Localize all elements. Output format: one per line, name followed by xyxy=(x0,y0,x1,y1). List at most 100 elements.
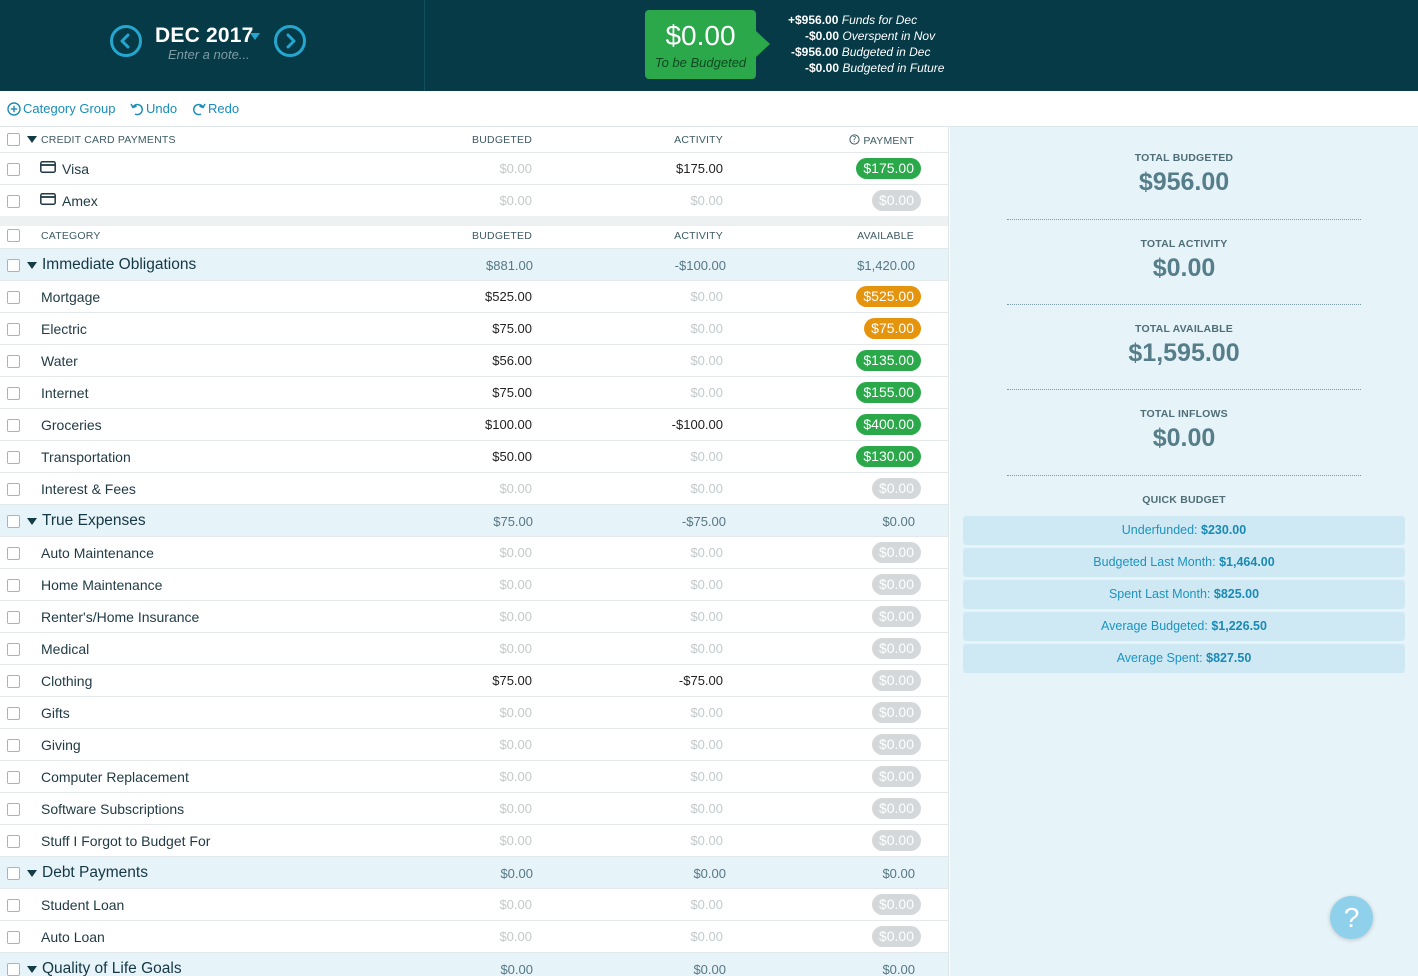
budgeted-value[interactable]: $75.00 xyxy=(492,385,532,400)
available-pill[interactable]: $0.00 xyxy=(871,734,921,755)
table-row[interactable]: Mortgage $525.00 $0.00 $525.00 xyxy=(0,281,948,313)
budgeted-value[interactable]: $75.00 xyxy=(492,321,532,336)
table-row[interactable]: Medical $0.00 $0.00 $0.00 xyxy=(0,633,948,665)
available-pill[interactable]: $0.00 xyxy=(871,542,921,563)
category-name[interactable]: Giving xyxy=(41,737,81,753)
row-checkbox[interactable] xyxy=(7,835,20,848)
table-row[interactable]: Auto Maintenance $0.00 $0.00 $0.00 xyxy=(0,537,948,569)
category-name[interactable]: Amex xyxy=(62,193,98,209)
table-row[interactable]: Amex $0.00 $0.00 $0.00 xyxy=(0,185,948,216)
undo-button[interactable]: Undo xyxy=(130,101,177,116)
available-pill[interactable]: $155.00 xyxy=(856,382,921,403)
budgeted-value[interactable]: $0.00 xyxy=(499,737,532,752)
row-checkbox[interactable] xyxy=(7,291,20,304)
next-month-button[interactable] xyxy=(274,25,306,57)
available-pill[interactable]: $0.00 xyxy=(871,702,921,723)
available-pill[interactable]: $0.00 xyxy=(871,670,921,691)
category-name[interactable]: Visa xyxy=(62,161,89,177)
row-checkbox[interactable] xyxy=(7,579,20,592)
activity-value[interactable]: $0.00 xyxy=(690,801,723,816)
table-row[interactable]: Giving $0.00 $0.00 $0.00 xyxy=(0,729,948,761)
activity-value[interactable]: $0.00 xyxy=(690,545,723,560)
available-pill[interactable]: $400.00 xyxy=(856,414,921,435)
collapse-caret-icon[interactable] xyxy=(27,262,37,269)
budgeted-value[interactable]: $0.00 xyxy=(499,545,532,560)
quick-budget-average-spent-button[interactable]: Average Spent: $827.50 xyxy=(963,644,1405,673)
row-checkbox[interactable] xyxy=(7,451,20,464)
activity-value[interactable]: $0.00 xyxy=(690,705,723,720)
budgeted-value[interactable]: $0.00 xyxy=(499,705,532,720)
select-all-credit-cards-checkbox[interactable] xyxy=(7,133,20,146)
activity-value[interactable]: $0.00 xyxy=(690,449,723,464)
available-pill[interactable]: $0.00 xyxy=(871,926,921,947)
budgeted-value[interactable]: $0.00 xyxy=(499,897,532,912)
quick-budget-budgeted-last-month-button[interactable]: Budgeted Last Month: $1,464.00 xyxy=(963,548,1405,577)
budgeted-value[interactable]: $50.00 xyxy=(492,449,532,464)
activity-value[interactable]: $0.00 xyxy=(690,353,723,368)
activity-value[interactable]: $0.00 xyxy=(690,321,723,336)
category-group-row[interactable]: True Expenses $75.00 -$75.00 $0.00 xyxy=(0,505,948,537)
budgeted-value[interactable]: $0.00 xyxy=(499,609,532,624)
activity-value[interactable]: $0.00 xyxy=(690,929,723,944)
activity-value[interactable]: $0.00 xyxy=(690,833,723,848)
budgeted-value[interactable]: $75.00 xyxy=(492,673,532,688)
select-all-categories-checkbox[interactable] xyxy=(7,229,20,242)
table-row[interactable]: Water $56.00 $0.00 $135.00 xyxy=(0,345,948,377)
category-name[interactable]: Gifts xyxy=(41,705,70,721)
activity-value[interactable]: $0.00 xyxy=(690,737,723,752)
available-pill[interactable]: $0.00 xyxy=(871,798,921,819)
table-row[interactable]: Renter's/Home Insurance $0.00 $0.00 $0.00 xyxy=(0,601,948,633)
quick-budget-average-budgeted-button[interactable]: Average Budgeted: $1,226.50 xyxy=(963,612,1405,641)
category-name[interactable]: Interest & Fees xyxy=(41,481,136,497)
row-checkbox[interactable] xyxy=(7,195,20,208)
budgeted-value[interactable]: $0.00 xyxy=(499,801,532,816)
available-pill[interactable]: $0.00 xyxy=(871,574,921,595)
table-row[interactable]: Transportation $50.00 $0.00 $130.00 xyxy=(0,441,948,473)
row-checkbox[interactable] xyxy=(7,867,20,880)
activity-value[interactable]: $0.00 xyxy=(690,289,723,304)
budgeted-value[interactable]: $525.00 xyxy=(485,289,532,304)
available-pill[interactable]: $525.00 xyxy=(856,286,921,307)
row-checkbox[interactable] xyxy=(7,387,20,400)
available-pill[interactable]: $0.00 xyxy=(871,830,921,851)
category-group-name[interactable]: Immediate Obligations xyxy=(42,256,197,273)
table-row[interactable]: Auto Loan $0.00 $0.00 $0.00 xyxy=(0,921,948,953)
quick-budget-spent-last-month-button[interactable]: Spent Last Month: $825.00 xyxy=(963,580,1405,609)
row-checkbox[interactable] xyxy=(7,259,20,272)
table-row[interactable]: Clothing $75.00 -$75.00 $0.00 xyxy=(0,665,948,697)
table-row[interactable]: Stuff I Forgot to Budget For $0.00 $0.00 $0… xyxy=(0,825,948,857)
activity-value[interactable]: $0.00 xyxy=(690,609,723,624)
available-pill[interactable]: $0.00 xyxy=(871,894,921,915)
activity-value[interactable]: $0.00 xyxy=(690,769,723,784)
available-pill[interactable]: $130.00 xyxy=(856,446,921,467)
category-name[interactable]: Water xyxy=(41,353,78,369)
category-name[interactable]: Transportation xyxy=(41,449,131,465)
row-checkbox[interactable] xyxy=(7,323,20,336)
row-checkbox[interactable] xyxy=(7,163,20,176)
month-dropdown-caret-icon[interactable] xyxy=(250,33,260,40)
category-name[interactable]: Student Loan xyxy=(41,897,125,913)
category-name[interactable]: Electric xyxy=(41,321,87,337)
budgeted-value[interactable]: $0.00 xyxy=(499,833,532,848)
row-checkbox[interactable] xyxy=(7,707,20,720)
available-pill[interactable]: $0.00 xyxy=(871,606,921,627)
budgeted-value[interactable]: $0.00 xyxy=(499,161,532,176)
table-row[interactable]: Electric $75.00 $0.00 $75.00 xyxy=(0,313,948,345)
activity-value[interactable]: -$100.00 xyxy=(671,417,723,432)
category-name[interactable]: Clothing xyxy=(41,673,93,689)
redo-button[interactable]: Redo xyxy=(192,101,239,116)
activity-value[interactable]: $0.00 xyxy=(690,577,723,592)
row-checkbox[interactable] xyxy=(7,803,20,816)
month-note-input[interactable]: Enter a note... xyxy=(168,47,250,62)
help-circle-icon[interactable]: ? xyxy=(849,134,860,145)
row-checkbox[interactable] xyxy=(7,963,20,976)
activity-value[interactable]: $175.00 xyxy=(676,161,723,176)
previous-month-button[interactable] xyxy=(110,25,142,57)
row-checkbox[interactable] xyxy=(7,483,20,496)
category-group-row[interactable]: Debt Payments $0.00 $0.00 $0.00 xyxy=(0,857,948,889)
budgeted-value[interactable]: $0.00 xyxy=(499,641,532,656)
budgeted-value[interactable]: $56.00 xyxy=(492,353,532,368)
row-checkbox[interactable] xyxy=(7,643,20,656)
help-button[interactable]: ? xyxy=(1330,896,1373,939)
budgeted-value[interactable]: $0.00 xyxy=(499,929,532,944)
